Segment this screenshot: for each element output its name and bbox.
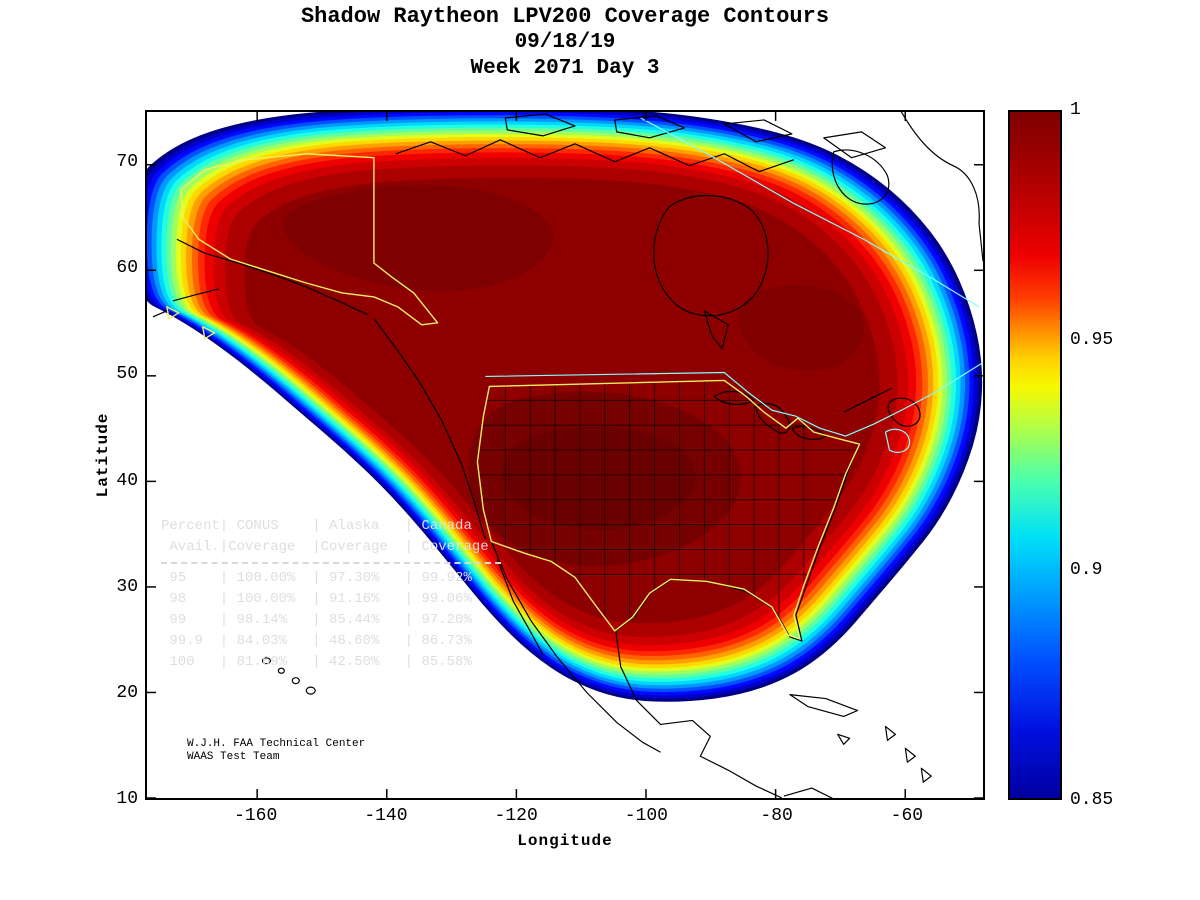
colorbar-tick-label: 1 xyxy=(1070,100,1081,120)
y-tick-label: 60 xyxy=(116,258,138,279)
y-tick-label: 20 xyxy=(116,682,138,703)
x-tick-label: -140 xyxy=(364,806,408,826)
x-tick-label: -100 xyxy=(624,806,668,826)
map-plot-area: Percent| CONUS | Alaska | Canada Avail.|… xyxy=(145,110,985,800)
x-tick-label: -80 xyxy=(760,806,793,826)
y-tick-label: 10 xyxy=(116,789,138,809)
x-tick-label: -120 xyxy=(494,806,538,826)
availability-row: 98 | 100.00% | 91.16% | 99.06% xyxy=(161,591,472,607)
title-line-3: Week 2071 Day 3 xyxy=(470,57,660,80)
colorbar-tick-label: 0.9 xyxy=(1070,560,1103,580)
y-tick-label: 30 xyxy=(116,576,138,597)
coverage-contour-map xyxy=(147,112,983,798)
coastlines xyxy=(152,112,983,798)
credit-line-2: WAAS Test Team xyxy=(187,751,280,763)
colorbar-tick-label: 0.95 xyxy=(1070,330,1114,350)
availability-header-2: Avail.|Coverage |Coverage | Coverage xyxy=(161,539,489,555)
x-tick-label: -60 xyxy=(890,806,924,826)
availability-header-1: Percent| CONUS | Alaska | Canada xyxy=(161,518,472,534)
axis-tick-marks xyxy=(147,112,983,798)
credit-text: W.J.H. FAA Technical Center WAAS Test Te… xyxy=(187,738,365,764)
conus-alaska-borders xyxy=(166,153,861,640)
title-line-2: 09/18/19 xyxy=(514,31,616,54)
colorbar xyxy=(1008,110,1062,800)
availability-row: 99.9 | 84.03% | 48.60% | 86.73% xyxy=(161,633,472,649)
credit-line-1: W.J.H. FAA Technical Center xyxy=(187,738,366,750)
title-line-1: Shadow Raytheon LPV200 Coverage Contours xyxy=(300,4,830,29)
y-tick-label: 70 xyxy=(116,152,138,173)
colorbar-tick-label: 0.85 xyxy=(1070,790,1114,810)
x-tick-label: -160 xyxy=(234,806,278,826)
state-boundaries xyxy=(477,380,860,639)
x-axis-label: Longitude xyxy=(517,832,613,850)
y-tick-label: 40 xyxy=(116,470,138,491)
availability-table-divider xyxy=(161,562,501,564)
canada-border xyxy=(485,117,983,453)
availability-row: 99 | 98.14% | 85.44% | 97.20% xyxy=(161,612,472,628)
availability-row: 95 | 100.00% | 97.30% | 99.92% xyxy=(161,570,472,586)
figure-title: Shadow Raytheon LPV200 Coverage Contours… xyxy=(0,4,1130,82)
y-tick-label: 50 xyxy=(116,364,138,385)
availability-row: 100 | 81.69% | 42.50% | 85.58% xyxy=(161,654,472,670)
availability-table: Percent| CONUS | Alaska | Canada Avail.|… xyxy=(161,516,501,673)
colorbar-gradient xyxy=(1010,112,1060,798)
